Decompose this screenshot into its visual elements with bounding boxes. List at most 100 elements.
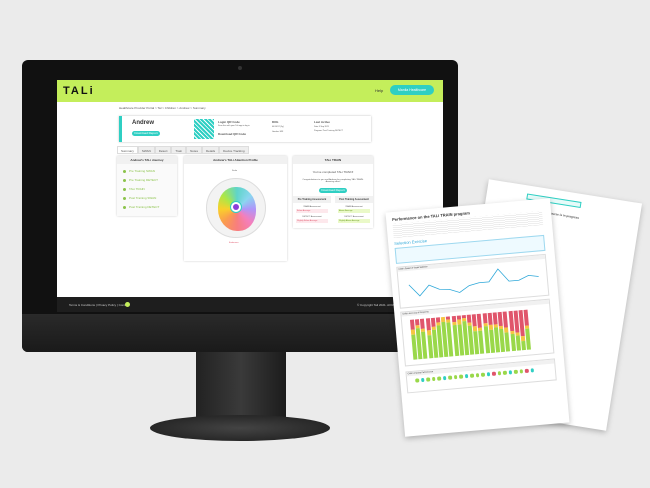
tab-bar: Summary SWAN Detect Train Notes Details … xyxy=(117,146,249,154)
swan-label: SWAN Assessment xyxy=(303,206,321,208)
impulse-marker xyxy=(480,372,485,377)
avatar xyxy=(230,201,242,213)
journey-step[interactable]: Pre Training SWAN xyxy=(123,169,177,173)
speed-chart: Child's Speed of Target Selection xyxy=(396,253,550,309)
tab-notes[interactable]: Notes xyxy=(186,146,202,154)
profile-chart-title: Andrew's TALi Attention Profile xyxy=(184,156,287,164)
profile-card: Andrew Download Report Login QR Code Sca… xyxy=(119,116,371,142)
journey-panel: Andrew's TALi Journey Pre Training SWAN … xyxy=(117,156,177,216)
pre-swan-result: Below Average xyxy=(296,209,328,213)
journey-step[interactable]: TALi TRAIN xyxy=(123,187,177,191)
breadcrumb[interactable]: Healthcare Provider Portal > Tal > Child… xyxy=(119,106,206,110)
top-bar: TALi Help Manila Healthcare xyxy=(57,80,443,102)
step-label: TALi TRAIN xyxy=(129,187,145,191)
step-label: Pre Training SWAN xyxy=(129,169,155,173)
step-label: Pre Training DETECT xyxy=(129,178,159,182)
qr-code xyxy=(194,119,214,139)
monitor-stand xyxy=(196,352,286,427)
copyright: © Copyright Tali 2021. All Rights Reserv… xyxy=(357,303,414,307)
train-completed: You've completed TALi TRAIN! xyxy=(312,170,354,174)
tab-swan[interactable]: SWAN xyxy=(137,146,155,154)
impulse-marker xyxy=(524,368,529,373)
download-report-button[interactable]: Download Report xyxy=(132,131,160,136)
download-qr-button[interactable]: Download QR Code xyxy=(218,132,246,136)
detect-label: DETECT Assessment xyxy=(302,216,322,218)
post-title: Post Training Assessment xyxy=(335,196,373,203)
impulse-marker xyxy=(486,372,491,376)
impulse-marker xyxy=(508,370,513,375)
dob-label: DOb xyxy=(272,120,279,124)
gender: Gender: M/F xyxy=(272,131,284,133)
account-button[interactable]: Manila Healthcare xyxy=(390,85,434,95)
step-dot-icon xyxy=(123,196,126,200)
impulse-marker xyxy=(420,377,425,382)
tab-device-tracking[interactable]: Device Tracking xyxy=(219,146,249,154)
dob: 04/10/17 (5y) xyxy=(272,126,284,128)
train-panel: TALi TRAIN You've completed TALi TRAIN! … xyxy=(293,156,373,228)
impulse-marker xyxy=(464,374,469,378)
impulse-marker xyxy=(426,377,430,382)
impulse-marker xyxy=(453,375,458,379)
post-assessment: Post Training Assessment SWAN Assessment… xyxy=(335,196,373,224)
impulse-marker xyxy=(415,378,419,383)
endurance-label: Endurance xyxy=(229,242,239,244)
logo[interactable]: TALi xyxy=(63,85,95,97)
tali-badge-icon xyxy=(125,302,130,307)
impulse-marker xyxy=(437,376,441,381)
impulse-marker xyxy=(502,370,507,375)
impulse-marker xyxy=(475,373,480,377)
detect-label: DETECT Assessment xyxy=(344,216,364,218)
scale-label: Scale xyxy=(232,170,238,172)
tab-summary[interactable]: Summary xyxy=(117,146,138,154)
speed-line xyxy=(408,268,539,297)
journey-step[interactable]: Post Training DETECT xyxy=(123,205,177,209)
train-download-button[interactable]: Download Report xyxy=(319,188,347,193)
impulse-marker xyxy=(442,375,447,380)
footer: Terms & Conditions | Privacy Policy | Co… xyxy=(57,297,443,312)
pre-title: Pre Training Assessment xyxy=(293,196,331,203)
swan-label: SWAN Assessment xyxy=(345,206,363,208)
step-dot-icon xyxy=(123,187,126,191)
qr-desc: Scan this with your Tali app to log in xyxy=(218,125,250,127)
step-label: Post Training SWAN xyxy=(129,196,157,200)
train-title: TALi TRAIN xyxy=(293,156,373,164)
impulse-marker xyxy=(530,368,534,373)
monitor-base xyxy=(150,415,330,441)
pre-detect-result: Slightly Below Average xyxy=(296,219,328,223)
monitor-chin xyxy=(22,314,458,352)
screen: TALi Help Manila Healthcare Healthcare P… xyxy=(57,80,443,312)
step-dot-icon xyxy=(123,178,126,182)
pre-assessment: Pre Training Assessment SWAN Assessment … xyxy=(293,196,331,224)
impulse-marker xyxy=(458,374,463,379)
report-page-front: Performance on the TALi TRAIN program Se… xyxy=(385,198,570,437)
post-detect-result: Slightly Above Average xyxy=(338,219,370,223)
step-dot-icon xyxy=(123,205,126,209)
journey-title: Andrew's TALi Journey xyxy=(117,156,177,164)
qr-title: Login QR Code xyxy=(218,120,240,124)
impulse-marker xyxy=(469,373,474,378)
impulse-marker xyxy=(513,369,518,374)
footer-links[interactable]: Terms & Conditions | Privacy Policy | Co… xyxy=(69,303,129,307)
accuracy-chart: Child's Accuracy of Response xyxy=(400,298,555,367)
step-label: Post Training DETECT xyxy=(129,205,160,209)
impulse-marker xyxy=(447,375,452,380)
last-active: Date 3 Sep 2021 xyxy=(314,126,330,128)
program: Program: Post Training DETECT xyxy=(314,130,344,132)
train-congrats: Congratulations to you and Andrew for co… xyxy=(302,179,364,183)
webcam xyxy=(238,66,242,70)
journey-step[interactable]: Pre Training DETECT xyxy=(123,178,177,182)
journey-step[interactable]: Post Training SWAN xyxy=(123,196,177,200)
impulse-marker xyxy=(497,371,502,375)
impulse-marker xyxy=(519,369,523,374)
tab-details[interactable]: Details xyxy=(201,146,220,154)
attention-profile-panel: Andrew's TALi Attention Profile Scale En… xyxy=(184,156,287,261)
last-active-label: Last Active xyxy=(314,120,330,124)
help-link[interactable]: Help xyxy=(375,88,384,93)
step-dot-icon xyxy=(123,169,126,173)
tab-train[interactable]: Train xyxy=(171,146,187,154)
tab-detect[interactable]: Detect xyxy=(154,146,172,154)
post-swan-result: Above Average xyxy=(338,209,370,213)
impulse-marker xyxy=(491,371,496,376)
child-name: Andrew xyxy=(132,120,155,126)
impulse-marker xyxy=(431,376,436,381)
